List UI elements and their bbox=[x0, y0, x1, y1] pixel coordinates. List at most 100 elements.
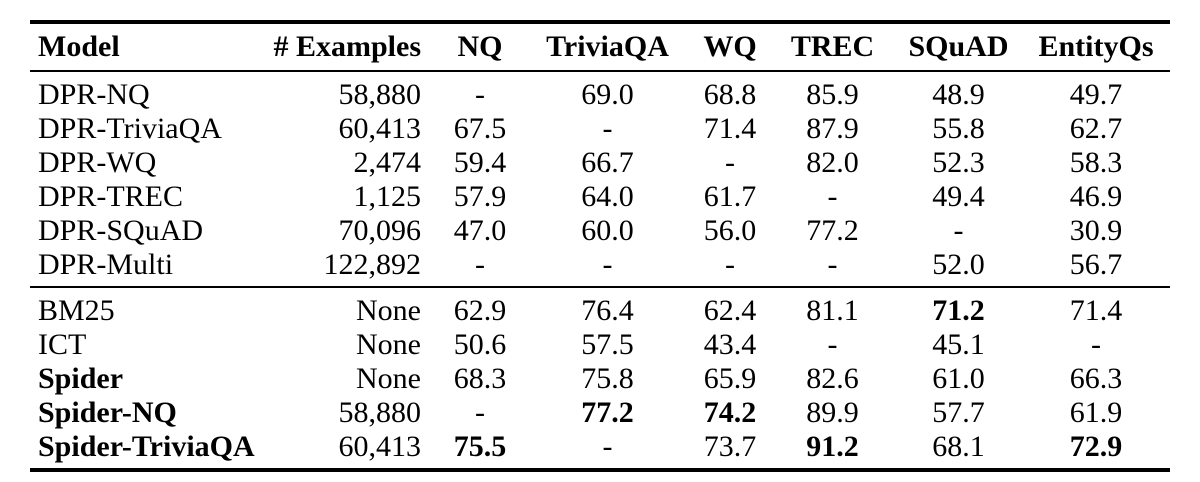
table-row: Spider-TriviaQA 60,413 75.5 - 73.7 91.2 68.1 72… bbox=[30, 430, 1170, 470]
cell-triviaqa: - bbox=[602, 248, 613, 281]
cell-nq: - bbox=[475, 248, 485, 281]
col-header-squad: SQuAD bbox=[895, 22, 1022, 72]
cell-trec: 89.9 bbox=[806, 396, 859, 429]
cell-triviaqa: 69.0 bbox=[581, 78, 634, 111]
cell-triviaqa: 66.7 bbox=[581, 146, 634, 179]
cell-trec: 82.0 bbox=[806, 146, 859, 179]
cell-wq: 65.9 bbox=[703, 362, 757, 395]
cell-examples: 58,880 bbox=[338, 78, 422, 111]
cell-squad: 52.0 bbox=[932, 248, 985, 281]
table-section-unsupervised-spider: BM25 None 62.9 76.4 62.4 81.1 71.2 71.4 ICT None 5… bbox=[30, 287, 1170, 470]
cell-triviaqa: 60.0 bbox=[581, 214, 634, 247]
cell-squad: 52.3 bbox=[932, 146, 985, 179]
cell-examples: 60,413 bbox=[338, 112, 422, 145]
cell-model: DPR-TriviaQA bbox=[38, 112, 222, 145]
col-header-entityqs: EntityQs bbox=[1022, 22, 1170, 72]
cell-examples: None bbox=[356, 328, 421, 361]
table-header: Model # Examples NQ TriviaQA WQ TREC SQu… bbox=[30, 22, 1170, 72]
cell-model: Spider-NQ bbox=[38, 396, 177, 429]
cell-wq: 61.7 bbox=[703, 180, 757, 213]
cell-model: DPR-TREC bbox=[38, 180, 184, 213]
cell-wq: 43.4 bbox=[703, 328, 757, 361]
table-row: DPR-SQuAD 70,096 47.0 60.0 56.0 77.2 - 30.9 bbox=[30, 214, 1170, 248]
cell-squad: - bbox=[953, 214, 964, 247]
cell-squad: 45.1 bbox=[932, 328, 985, 361]
col-header-nq: NQ bbox=[435, 22, 525, 72]
cell-examples: None bbox=[356, 362, 421, 395]
cell-wq: 68.8 bbox=[703, 78, 757, 111]
cell-model: ICT bbox=[38, 328, 87, 361]
table-row: DPR-TriviaQA 60,413 67.5 - 71.4 87.9 55.8 62.7 bbox=[30, 112, 1170, 146]
cell-examples: 70,096 bbox=[338, 214, 422, 247]
cell-model: Spider-TriviaQA bbox=[38, 430, 255, 463]
cell-nq: 47.0 bbox=[453, 214, 507, 247]
cell-nq: 62.9 bbox=[453, 294, 507, 327]
cell-entityqs: 56.7 bbox=[1069, 248, 1123, 281]
cell-wq: 62.4 bbox=[703, 294, 757, 327]
cell-nq: - bbox=[475, 396, 485, 429]
cell-model: BM25 bbox=[38, 294, 115, 327]
col-header-wq: WQ bbox=[690, 22, 770, 72]
cell-model: DPR-Multi bbox=[38, 248, 174, 281]
cell-entityqs: 46.9 bbox=[1069, 180, 1123, 213]
cell-trec: 77.2 bbox=[806, 214, 859, 247]
cell-trec: 82.6 bbox=[806, 362, 859, 395]
cell-entityqs: 66.3 bbox=[1069, 362, 1123, 395]
cell-nq: 68.3 bbox=[453, 362, 507, 395]
cell-triviaqa: 77.2 bbox=[581, 396, 634, 429]
cell-entityqs: 58.3 bbox=[1069, 146, 1123, 179]
cell-triviaqa: 75.8 bbox=[581, 362, 634, 395]
cell-triviaqa: 64.0 bbox=[581, 180, 634, 213]
table-section-dpr-supervised: DPR-NQ 58,880-69.0 68.8 85.9 48.9 49.7 DPR-Tri… bbox=[30, 71, 1170, 287]
col-header-model: Model bbox=[30, 22, 270, 72]
cell-nq: 57.9 bbox=[453, 180, 507, 213]
cell-examples: None bbox=[356, 294, 421, 327]
table-row: BM25 None 62.9 76.4 62.4 81.1 71.2 71.4 bbox=[30, 287, 1170, 328]
cell-triviaqa: 57.5 bbox=[581, 328, 634, 361]
cell-squad: 55.8 bbox=[932, 112, 985, 145]
cell-entityqs: 49.7 bbox=[1069, 78, 1123, 111]
cell-nq: 59.4 bbox=[453, 146, 507, 179]
cell-trec: 91.2 bbox=[806, 430, 859, 463]
cell-model: DPR-WQ bbox=[38, 146, 157, 179]
table-row: Spider None 68.3 75.8 65.9 82.6 61.0 66.3 bbox=[30, 362, 1170, 396]
cell-wq: 71.4 bbox=[703, 112, 757, 145]
cell-triviaqa: - bbox=[602, 112, 613, 145]
col-header-examples: # Examples bbox=[270, 22, 435, 72]
cell-nq: 75.5 bbox=[453, 430, 507, 463]
cell-entityqs: 61.9 bbox=[1069, 396, 1123, 429]
cell-wq: - bbox=[725, 146, 735, 179]
cell-examples: 60,413 bbox=[338, 430, 422, 463]
table-row: ICT None 50.6 57.5 43.4 - 45.1 - bbox=[30, 328, 1170, 362]
cell-nq: - bbox=[475, 78, 485, 111]
cell-trec: 81.1 bbox=[806, 294, 859, 327]
cell-squad: 49.4 bbox=[932, 180, 985, 213]
retrieval-results-table: Model # Examples NQ TriviaQA WQ TREC SQu… bbox=[30, 20, 1170, 472]
cell-squad: 61.0 bbox=[932, 362, 985, 395]
table-row: DPR-WQ 2,474 59.4 66.7 - 82.0 52.3 58.3 bbox=[30, 146, 1170, 180]
col-header-triviaqa: TriviaQA bbox=[525, 22, 690, 72]
cell-wq: 56.0 bbox=[703, 214, 757, 247]
cell-nq: 50.6 bbox=[453, 328, 507, 361]
cell-model: DPR-SQuAD bbox=[38, 214, 204, 247]
cell-wq: 73.7 bbox=[703, 430, 757, 463]
cell-trec: - bbox=[827, 328, 838, 361]
cell-entityqs: 71.4 bbox=[1069, 294, 1123, 327]
cell-trec: - bbox=[827, 180, 838, 213]
cell-squad: 68.1 bbox=[932, 430, 985, 463]
table-row: Spider-NQ 58,880 - 77.2 74.2 89.9 57.7 61.9 bbox=[30, 396, 1170, 430]
cell-model: DPR-NQ bbox=[38, 78, 150, 111]
cell-examples: 58,880 bbox=[338, 396, 422, 429]
cell-squad: 48.9 bbox=[932, 78, 985, 111]
cell-trec: - bbox=[827, 248, 838, 281]
cell-triviaqa: 76.4 bbox=[581, 294, 634, 327]
cell-entityqs: 72.9 bbox=[1069, 430, 1123, 463]
cell-entityqs: 30.9 bbox=[1069, 214, 1123, 247]
cell-triviaqa: - bbox=[602, 430, 613, 463]
cell-examples: 2,474 bbox=[353, 146, 422, 179]
cell-model: Spider bbox=[38, 362, 124, 395]
cell-squad: 57.7 bbox=[932, 396, 985, 429]
cell-examples: 1,125 bbox=[353, 180, 422, 213]
table-row: DPR-TREC 1,125 57.9 64.0 61.7 - 49.4 46.9 bbox=[30, 180, 1170, 214]
